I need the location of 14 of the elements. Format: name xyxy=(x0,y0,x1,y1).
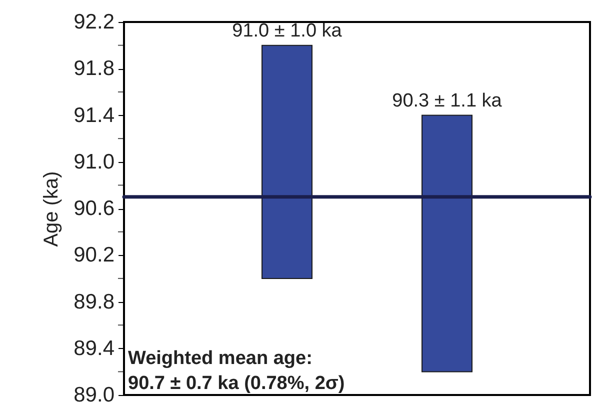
y-tick-label: 89.8 xyxy=(74,290,114,314)
y-tick-label: 91.0 xyxy=(74,150,114,174)
annotation: 90.3 ± 1.1 ka xyxy=(392,90,502,112)
y-tick-label: 89.0 xyxy=(74,384,114,406)
y-tick-label: 91.8 xyxy=(74,57,114,80)
y-tick-label: 91.4 xyxy=(74,104,115,127)
y-tick-label: 90.6 xyxy=(74,197,114,220)
annotation: 91.0 ± 1.0 ka xyxy=(232,20,342,42)
y-tick-label: 92.2 xyxy=(74,10,114,34)
y-axis-title: Age (ka) xyxy=(40,171,63,247)
annotation: Weighted mean age: xyxy=(128,348,312,369)
y-tick-label: 90.2 xyxy=(74,244,114,267)
y-tick-label: 89.4 xyxy=(74,336,115,360)
annotation: 90.7 ± 0.7 ka (0.78%, 2σ) xyxy=(128,373,345,394)
